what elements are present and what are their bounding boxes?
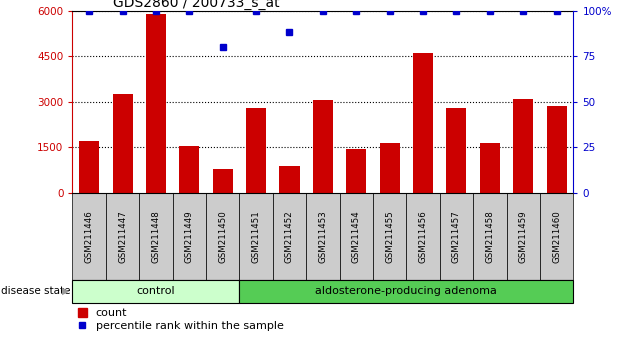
Bar <box>79 141 99 193</box>
Bar <box>473 193 507 280</box>
Text: GSM211459: GSM211459 <box>518 210 528 263</box>
Bar <box>113 94 132 193</box>
Bar <box>447 108 466 193</box>
Bar <box>480 143 500 193</box>
Bar <box>540 193 573 280</box>
Bar <box>180 146 199 193</box>
Bar <box>72 280 239 303</box>
Text: GDS2860 / 200733_s_at: GDS2860 / 200733_s_at <box>113 0 279 10</box>
Legend: count, percentile rank within the sample: count, percentile rank within the sample <box>78 308 284 331</box>
Bar <box>239 193 273 280</box>
Bar <box>173 193 206 280</box>
Bar <box>280 166 299 193</box>
Text: GSM211452: GSM211452 <box>285 210 294 263</box>
Text: GSM211447: GSM211447 <box>118 210 127 263</box>
Bar <box>547 106 566 193</box>
Text: GSM211451: GSM211451 <box>251 210 261 263</box>
Bar <box>513 99 533 193</box>
Text: GSM211449: GSM211449 <box>185 210 194 263</box>
Bar <box>440 193 473 280</box>
Text: control: control <box>137 286 175 296</box>
Bar <box>406 193 440 280</box>
Bar <box>146 14 166 193</box>
Bar <box>373 193 406 280</box>
Bar <box>380 143 399 193</box>
Bar <box>507 193 540 280</box>
Text: GSM211453: GSM211453 <box>318 210 328 263</box>
Text: GSM211456: GSM211456 <box>418 210 428 263</box>
Text: disease state: disease state <box>1 286 71 296</box>
Text: aldosterone-producing adenoma: aldosterone-producing adenoma <box>316 286 497 296</box>
Bar <box>313 100 333 193</box>
Text: GSM211446: GSM211446 <box>84 210 94 263</box>
Text: GSM211455: GSM211455 <box>385 210 394 263</box>
Bar <box>346 149 366 193</box>
Bar <box>213 169 232 193</box>
Bar <box>239 280 573 303</box>
Text: GSM211450: GSM211450 <box>218 210 227 263</box>
Bar <box>206 193 239 280</box>
Text: ▶: ▶ <box>62 286 69 296</box>
Bar <box>72 193 106 280</box>
Text: GSM211460: GSM211460 <box>552 210 561 263</box>
Bar <box>306 193 340 280</box>
Bar <box>106 193 139 280</box>
Bar <box>246 108 266 193</box>
Text: GSM211448: GSM211448 <box>151 210 161 263</box>
Text: GSM211457: GSM211457 <box>452 210 461 263</box>
Text: GSM211458: GSM211458 <box>485 210 495 263</box>
Bar <box>273 193 306 280</box>
Bar <box>340 193 373 280</box>
Text: GSM211454: GSM211454 <box>352 210 361 263</box>
Bar <box>139 193 173 280</box>
Bar <box>413 53 433 193</box>
